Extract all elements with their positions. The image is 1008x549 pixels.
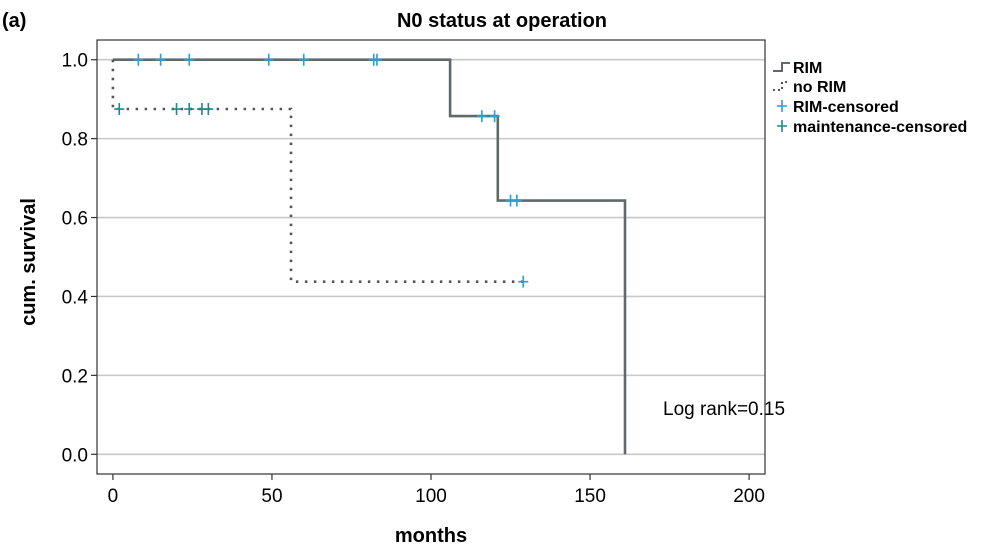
x-tick-label: 50 [261,486,282,507]
y-tick-label: 0.6 [62,209,88,230]
maintenance-censored-mark [184,103,195,116]
rim-censored-mark [298,53,309,66]
y-tick-label: 0.8 [62,130,88,151]
maintenance-censored-mark [171,103,182,116]
x-axis-label: months [395,525,467,547]
legend-label: RIM [793,60,822,77]
x-tick-label: 0 [108,486,119,507]
y-tick-label: 0.2 [62,366,88,387]
rim-censored-mark [518,275,529,288]
rim-censored-mark [476,110,487,123]
rim-censored-mark [184,53,195,66]
y-axis-ticks: 0.0 0.2 0.4 0.6 0.8 1.0 [62,51,97,466]
rim-censored-mark [371,53,382,66]
rim-censored-mark [511,194,522,207]
legend-rim-censored-symbol [777,100,787,112]
chart-title: N0 status at operation [397,10,607,32]
censor-marks [114,53,529,288]
y-tick-label: 1.0 [62,51,88,72]
x-tick-label: 150 [574,486,606,507]
legend-maintenance-censored-symbol [777,120,787,132]
log-rank-annotation: Log rank=0.15 [663,399,785,420]
no-rim-survival-line [111,59,524,283]
maintenance-censored-mark [114,103,125,116]
x-axis-ticks: 0 50 100 150 200 [108,474,765,507]
y-tick-label: 0.0 [62,445,88,466]
x-tick-label: 200 [733,486,765,507]
rim-censored-mark [155,53,166,66]
legend-label: RIM-censored [793,99,899,116]
legend: RIM no RIM RIM-censored maintenance-censore… [773,60,967,136]
rim-censored-mark [133,53,144,66]
rim-survival-line [112,58,627,455]
maintenance-censored-mark [203,103,214,116]
y-tick-label: 0.4 [62,287,89,308]
grid-lines [97,58,765,456]
y-axis-label: cum. survival [18,198,40,326]
legend-no-rim-symbol [773,81,790,91]
rim-censored-mark [489,110,500,123]
x-tick-label: 100 [415,486,447,507]
legend-label: no RIM [793,79,846,96]
legend-label: maintenance-censored [793,119,967,136]
series-lines [111,58,627,455]
rim-censored-mark [263,53,274,66]
legend-rim-symbol [773,62,790,72]
panel-label: (a) [2,10,26,32]
